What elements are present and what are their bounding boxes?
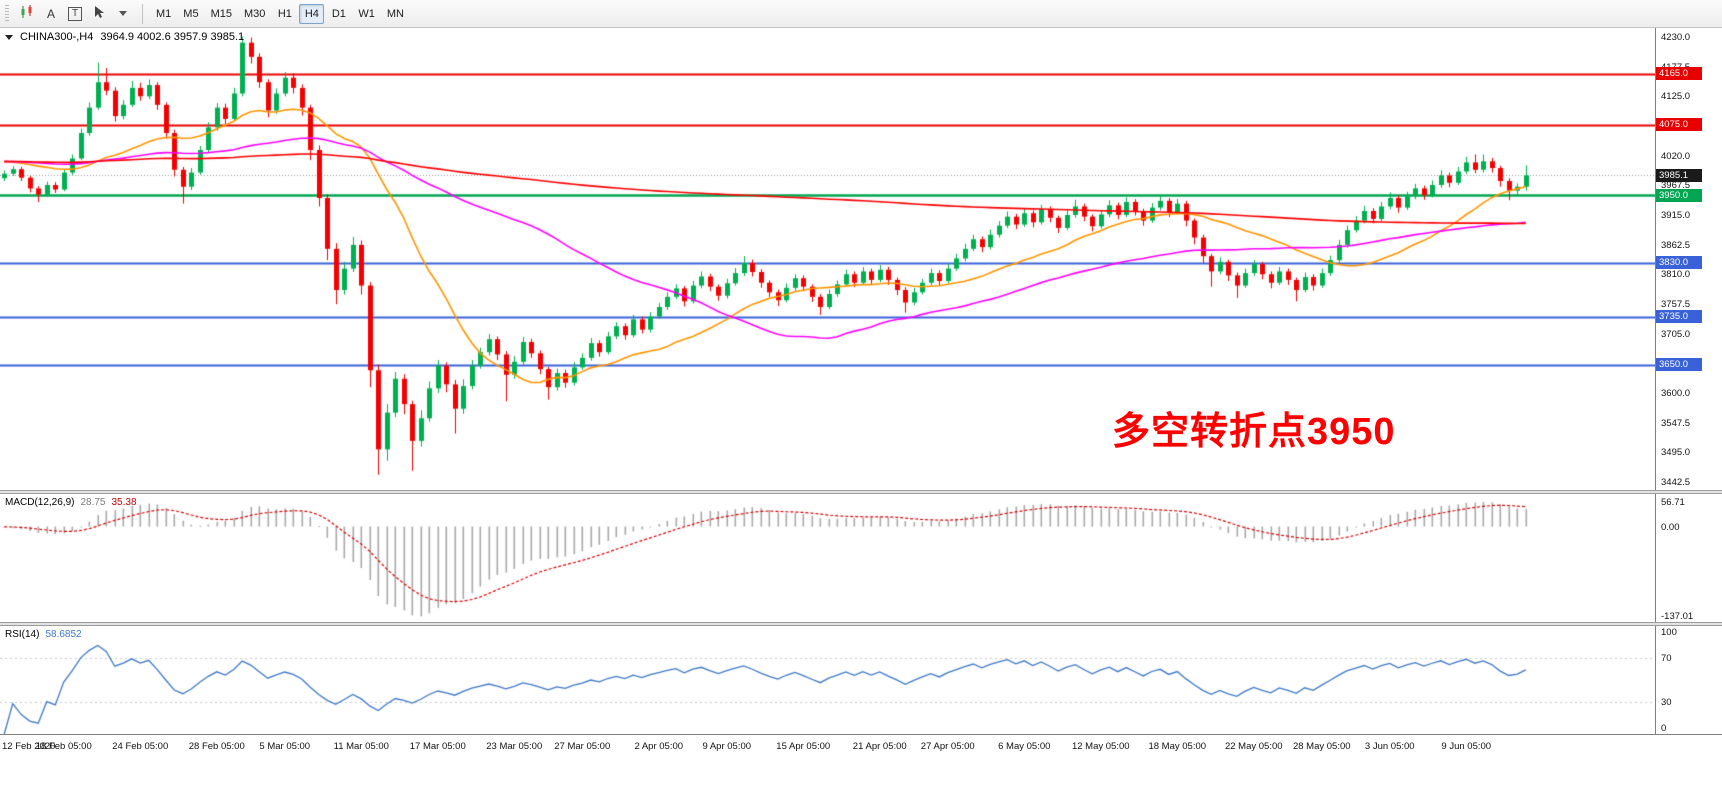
symbol-dropdown-icon[interactable] bbox=[5, 34, 13, 40]
rsi-indicator-name: RSI(14) bbox=[5, 629, 40, 640]
drawing-tools-dropdown-button[interactable] bbox=[112, 3, 134, 25]
time-axis-label: 18 May 05:00 bbox=[1148, 741, 1207, 752]
price-axis-tick: 4020.0 bbox=[1661, 150, 1691, 162]
rsi-axis-tick: 0 bbox=[1661, 723, 1667, 734]
macd-axis-tick: 56.71 bbox=[1661, 497, 1685, 508]
price-axis-tick: 4125.0 bbox=[1661, 91, 1691, 103]
timeframe-button-m30[interactable]: M30 bbox=[243, 7, 266, 20]
macd-indicator-canvas[interactable] bbox=[0, 494, 1655, 622]
macd-axis-tick: -137.01 bbox=[1661, 611, 1694, 622]
time-axis-label: 15 Apr 05:00 bbox=[776, 741, 831, 752]
price-line-badge: 3985.1 bbox=[1656, 168, 1702, 182]
price-axis-tick: 4177.5 bbox=[1661, 62, 1690, 73]
pane-splitter[interactable] bbox=[0, 490, 1722, 494]
candlestick-chart-icon bbox=[19, 5, 35, 22]
toolbar-grip[interactable] bbox=[5, 4, 9, 23]
macd-axis[interactable]: 56.71 0.00 -137.01 bbox=[1655, 494, 1722, 622]
timeframe-button-h4[interactable]: H4 bbox=[299, 3, 325, 24]
cursor-arrow-icon bbox=[93, 5, 106, 22]
price-chart-canvas[interactable] bbox=[0, 28, 1655, 490]
price-axis-tick: 3757.5 bbox=[1661, 298, 1691, 310]
text-annotation-button[interactable]: A bbox=[40, 3, 62, 25]
macd-label-row: MACD(12,26,9) 28.75 35.38 bbox=[5, 497, 137, 508]
price-axis-tick: 3810.0 bbox=[1661, 269, 1691, 281]
macd-axis-tick: 0.00 bbox=[1661, 521, 1680, 533]
time-axis-label: 21 Apr 05:00 bbox=[852, 741, 907, 752]
chart-window: CHINA300-,H4 3964.9 4002.6 3957.9 3985.1… bbox=[0, 28, 1722, 793]
chart-ohlc-values: 3964.9 4002.6 3957.9 3985.1 bbox=[100, 31, 245, 43]
time-axis-label: 28 May 05:00 bbox=[1292, 741, 1351, 752]
timeframe-button-m5[interactable]: M5 bbox=[183, 7, 199, 20]
price-axis-tick: 4230.0 bbox=[1661, 32, 1691, 44]
time-axis-label: 27 Mar 05:00 bbox=[554, 741, 611, 752]
time-axis-label: 9 Apr 05:00 bbox=[702, 741, 752, 752]
rsi-axis-tick: 30 bbox=[1661, 696, 1672, 708]
timeframe-button-m1[interactable]: M1 bbox=[156, 7, 172, 20]
timeframe-button-mn[interactable]: MN bbox=[386, 7, 404, 20]
price-axis-tick: 3862.5 bbox=[1661, 239, 1691, 251]
macd-signal-value: 35.38 bbox=[111, 497, 137, 508]
time-axis-label: 17 Mar 05:00 bbox=[409, 741, 466, 752]
chart-symbol-label: CHINA300-,H4 bbox=[20, 31, 94, 43]
macd-pane: MACD(12,26,9) 28.75 35.38 56.71 0.00 -137.… bbox=[0, 494, 1722, 622]
price-line-badge: 3650.0 bbox=[1656, 358, 1702, 372]
timeframe-button-m15[interactable]: M15 bbox=[210, 7, 232, 20]
price-line-badge: 3830.0 bbox=[1656, 256, 1702, 270]
timeframe-button-h1[interactable]: H1 bbox=[277, 7, 292, 20]
boxed-t-icon: T bbox=[68, 6, 82, 21]
timeframe-button-w1[interactable]: W1 bbox=[358, 7, 375, 20]
chevron-down-icon bbox=[119, 11, 127, 16]
price-axis-tick: 3967.5 bbox=[1661, 180, 1691, 192]
price-line-badge: 3735.0 bbox=[1656, 310, 1702, 324]
price-line-badge: 4075.0 bbox=[1656, 118, 1702, 132]
toolbar-separator bbox=[142, 3, 143, 24]
time-axis-label: 3 Jun 05:00 bbox=[1364, 741, 1415, 752]
time-axis[interactable]: 12 Feb 2020 18 Feb 05:00 24 Feb 05:00 28 Fe… bbox=[0, 734, 1722, 793]
cursor-tool-button[interactable] bbox=[88, 3, 110, 25]
chart-text-annotation: 多空转折点3950 bbox=[1112, 411, 1396, 453]
chart-type-button[interactable] bbox=[16, 3, 38, 25]
rsi-axis[interactable]: 100 70 30 0 bbox=[1655, 626, 1722, 734]
price-axis-tick: 3600.0 bbox=[1661, 387, 1691, 399]
price-axis-tick: 3495.0 bbox=[1661, 447, 1691, 459]
price-axis-tick: 3705.0 bbox=[1661, 328, 1691, 340]
time-axis-label: 28 Feb 05:00 bbox=[188, 741, 245, 752]
time-axis-label: 6 May 05:00 bbox=[998, 741, 1051, 752]
rsi-axis-tick: 100 bbox=[1661, 627, 1677, 638]
time-axis-label: 12 Feb 2020 bbox=[2, 741, 56, 752]
rsi-value: 58.6852 bbox=[45, 629, 82, 640]
time-axis-label: 24 Feb 05:00 bbox=[112, 741, 169, 752]
time-axis-label: 23 Mar 05:00 bbox=[486, 741, 543, 752]
main-toolbar: A T M1 M5 M15 M30 H1 H4 D1 W1 MN bbox=[0, 0, 1722, 28]
price-axis[interactable]: 4230.04177.54125.04072.54020.03967.53915… bbox=[1655, 28, 1722, 490]
pane-splitter[interactable] bbox=[0, 622, 1722, 626]
text-label-button[interactable]: T bbox=[64, 3, 86, 25]
chart-title: CHINA300-,H4 3964.9 4002.6 3957.9 3985.1 bbox=[5, 31, 244, 43]
time-axis-label: 12 May 05:00 bbox=[1071, 741, 1130, 752]
time-axis-label: 22 May 05:00 bbox=[1224, 741, 1283, 752]
price-line-badge: 3950.0 bbox=[1656, 188, 1702, 202]
rsi-axis-tick: 70 bbox=[1661, 653, 1672, 665]
macd-indicator-name: MACD(12,26,9) bbox=[5, 497, 75, 508]
time-axis-label: 11 Mar 05:00 bbox=[333, 741, 389, 752]
price-pane: CHINA300-,H4 3964.9 4002.6 3957.9 3985.1… bbox=[0, 28, 1722, 490]
rsi-indicator-canvas[interactable] bbox=[0, 626, 1655, 734]
price-axis-tick: 3915.0 bbox=[1661, 209, 1691, 221]
timeframe-button-d1[interactable]: D1 bbox=[331, 7, 346, 20]
price-line-badge: 4165.0 bbox=[1656, 67, 1702, 81]
timeframe-toolbar: M1 M5 M15 M30 H1 H4 D1 W1 MN bbox=[151, 3, 409, 24]
time-axis-label: 9 Jun 05:00 bbox=[1441, 741, 1492, 752]
rsi-pane: RSI(14) 58.6852 100 70 30 0 bbox=[0, 626, 1722, 734]
time-axis-label: 27 Apr 05:00 bbox=[920, 741, 975, 752]
time-axis-label: 5 Mar 05:00 bbox=[259, 741, 311, 752]
price-axis-tick: 3442.5 bbox=[1661, 476, 1691, 488]
rsi-label-row: RSI(14) 58.6852 bbox=[5, 629, 82, 640]
price-axis-tick: 3547.5 bbox=[1661, 417, 1691, 429]
time-axis-label: 2 Apr 05:00 bbox=[634, 741, 684, 752]
time-axis-label: 18 Feb 05:00 bbox=[35, 741, 92, 752]
letter-a-icon: A bbox=[46, 6, 55, 21]
macd-main-value: 28.75 bbox=[80, 497, 106, 508]
